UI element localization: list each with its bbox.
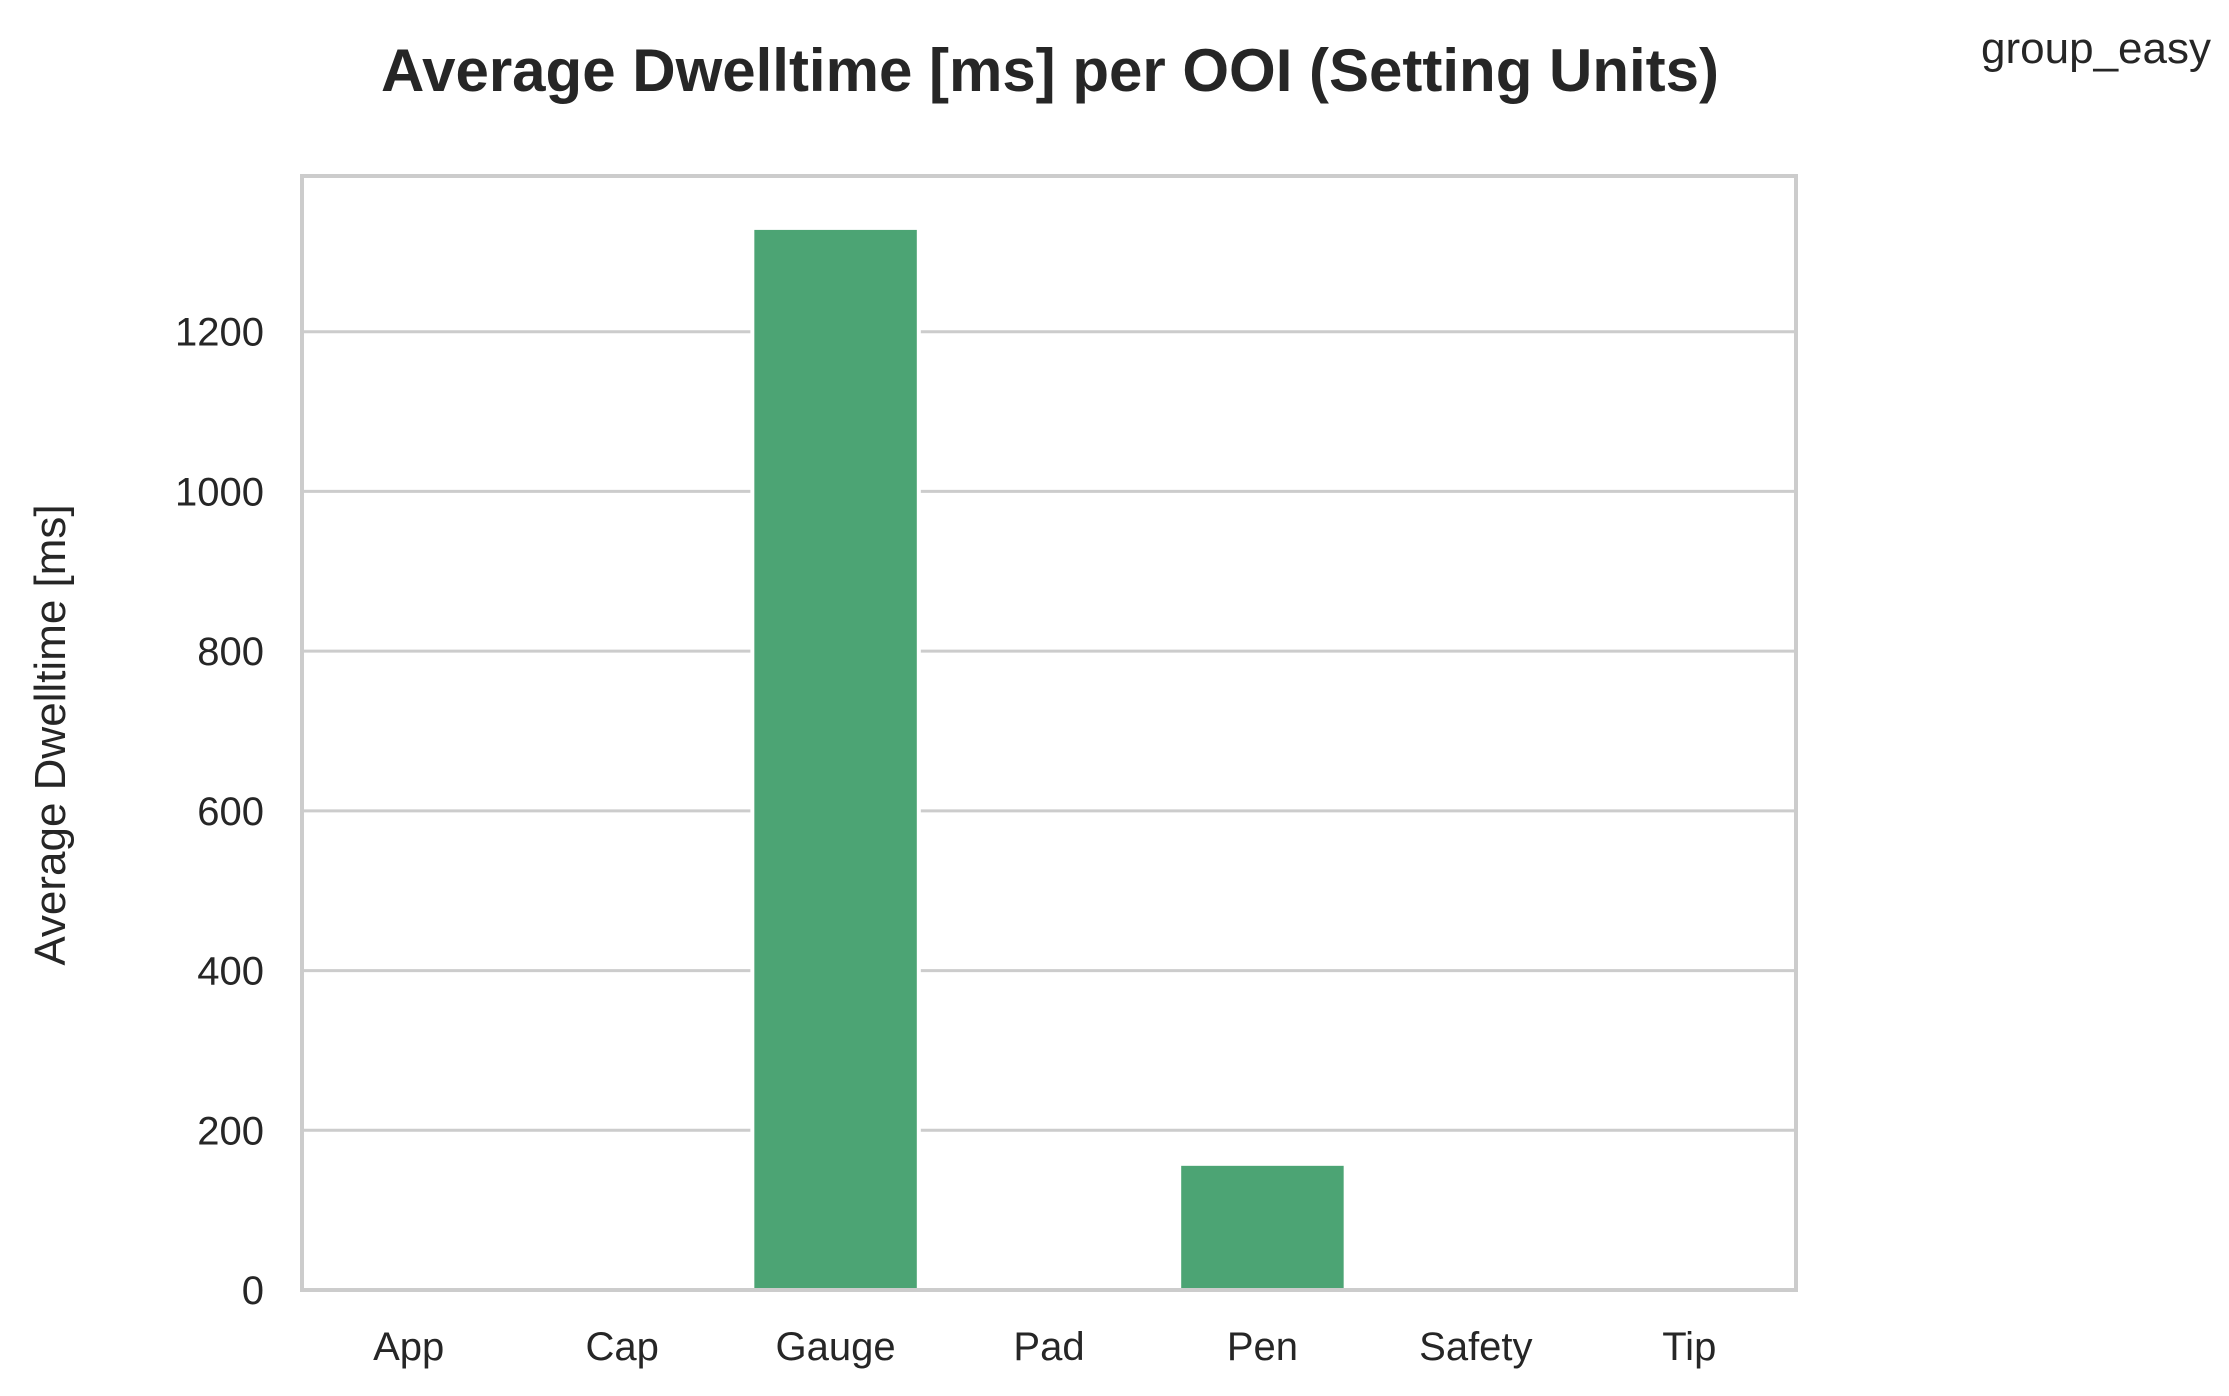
x-tick-label-pad: Pad bbox=[1013, 1325, 1084, 1369]
y-tick-label: 400 bbox=[197, 950, 264, 994]
y-tick-label: 0 bbox=[242, 1269, 264, 1313]
legend-title: group_easy bbox=[1981, 24, 2211, 73]
x-tick-label-safety: Safety bbox=[1419, 1325, 1532, 1369]
plot-frame bbox=[300, 174, 1798, 1292]
x-tick-label-app: App bbox=[373, 1325, 444, 1369]
x-tick-label-pen: Pen bbox=[1227, 1325, 1298, 1369]
y-tick-label: 1000 bbox=[175, 470, 264, 514]
x-tick-labels: App Cap Gauge Pad Pen Safety Tip bbox=[373, 1325, 1716, 1369]
x-tick-label-gauge: Gauge bbox=[776, 1325, 896, 1369]
chart-title: Average Dwelltime [ms] per OOI (Setting … bbox=[381, 37, 1719, 104]
y-tick-label: 800 bbox=[197, 630, 264, 674]
bar-gauge bbox=[750, 225, 921, 1292]
x-tick-label-cap: Cap bbox=[585, 1325, 658, 1369]
y-axis-label: Average Dwelltime [ms] bbox=[26, 504, 75, 965]
y-tick-label: 200 bbox=[197, 1109, 264, 1153]
bar-pen bbox=[1177, 1161, 1348, 1293]
y-tick-label: 1200 bbox=[175, 311, 264, 355]
y-tick-label: 600 bbox=[197, 790, 264, 834]
y-tick-labels: 0 200 400 600 800 1000 1200 bbox=[175, 311, 264, 1313]
x-tick-label-tip: Tip bbox=[1662, 1325, 1716, 1369]
grid-lines bbox=[302, 330, 1796, 1132]
